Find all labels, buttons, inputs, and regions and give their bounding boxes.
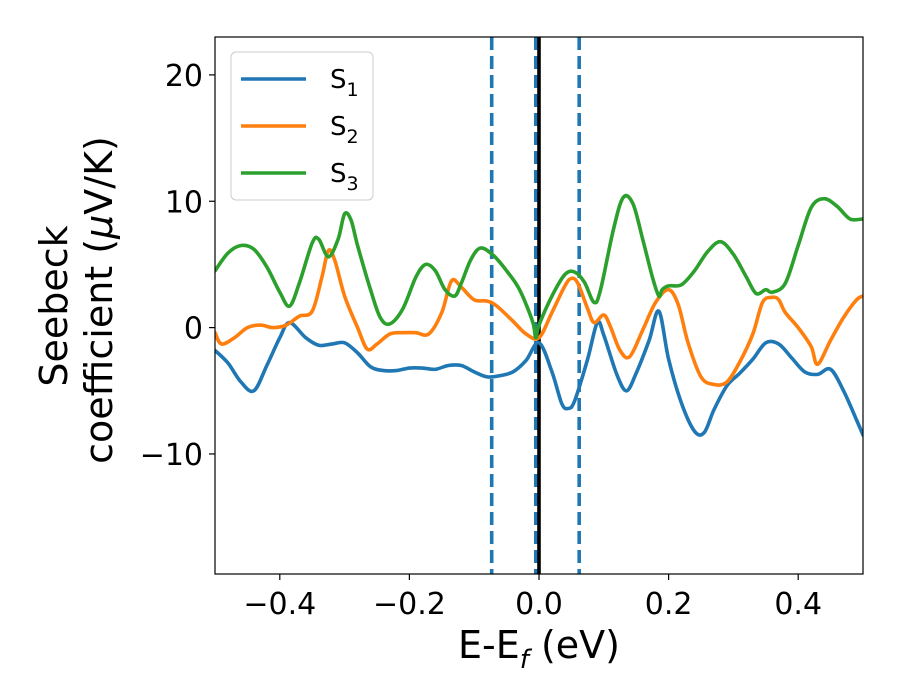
legend-label: S2 bbox=[330, 112, 359, 148]
series-line-s2 bbox=[215, 248, 863, 387]
legend-label: S1 bbox=[330, 65, 359, 101]
y-tick-label: 0 bbox=[184, 312, 203, 347]
y-tick-label: −10 bbox=[140, 438, 203, 473]
series-line-s1 bbox=[215, 309, 863, 437]
y-axis-label-line2: coefficient (μV/K) bbox=[77, 136, 121, 464]
x-tick-label: −0.2 bbox=[373, 587, 446, 622]
x-axis-ticks: −0.4 −0.2 0.0 0.2 0.4 bbox=[243, 574, 822, 622]
x-tick-label: 0.0 bbox=[515, 587, 563, 622]
x-axis-label-unit: (eV) bbox=[529, 623, 620, 667]
y-axis-label-line1: Seebeck bbox=[32, 225, 76, 386]
legend-entry-s3: S3 bbox=[241, 159, 359, 195]
x-tick-label: −0.4 bbox=[243, 587, 316, 622]
legend-label: S3 bbox=[330, 159, 359, 195]
x-tick-label: 0.2 bbox=[645, 587, 693, 622]
reference-lines bbox=[489, 37, 581, 574]
legend-entry-s1: S1 bbox=[241, 65, 359, 101]
y-axis-label-mu: μ bbox=[77, 215, 121, 240]
x-tick-label: 0.4 bbox=[774, 587, 822, 622]
legend-entry-s2: S2 bbox=[241, 112, 359, 148]
y-axis-ticks: −10 0 10 20 bbox=[140, 59, 215, 473]
legend: S1 S2 S3 bbox=[230, 51, 374, 201]
x-axis-label: E-Ef (eV) bbox=[458, 623, 620, 675]
y-axis-label-unit: V/K) bbox=[77, 136, 121, 215]
y-tick-label: 10 bbox=[165, 185, 203, 220]
series-lines bbox=[215, 193, 863, 437]
y-tick-label: 20 bbox=[165, 59, 203, 94]
series-line-s3 bbox=[215, 193, 863, 340]
